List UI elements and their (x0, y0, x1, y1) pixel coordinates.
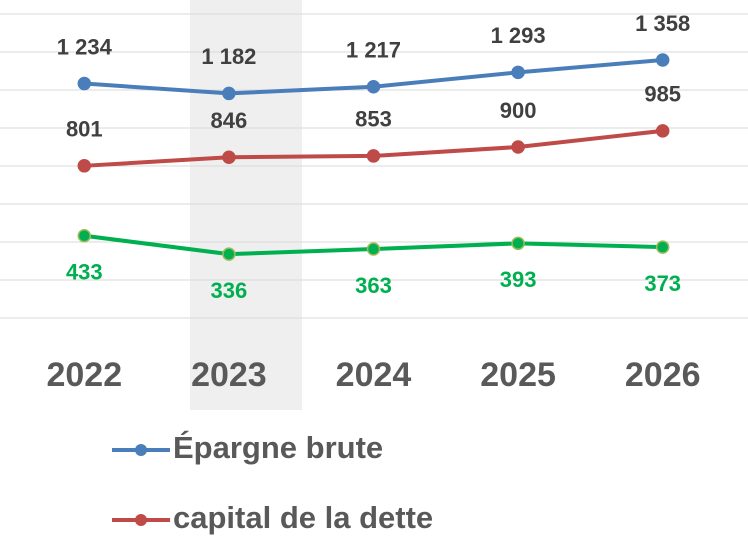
data-label: 363 (355, 273, 392, 298)
point (77, 76, 92, 91)
point (77, 228, 92, 243)
data-label: 1 234 (57, 34, 113, 59)
point (366, 242, 381, 256)
x-tick-label: 2022 (46, 356, 122, 394)
data-label: 853 (355, 107, 392, 132)
data-label: 1 293 (491, 23, 546, 48)
point (366, 80, 381, 94)
x-tick-label: 2024 (336, 356, 412, 394)
data-label: 373 (644, 271, 681, 296)
point (511, 65, 525, 80)
point (222, 247, 236, 261)
point (655, 240, 670, 254)
x-tick-label: 2026 (625, 356, 701, 394)
data-label: 393 (500, 267, 537, 292)
point (655, 53, 670, 67)
data-label: 985 (644, 82, 681, 107)
legend-marker (135, 444, 147, 456)
point (511, 236, 525, 251)
legend-label: capital de la dette (173, 500, 433, 535)
x-tick-label: 2025 (480, 356, 556, 394)
point (366, 149, 381, 163)
legend-marker (135, 514, 147, 526)
data-label: 1 358 (635, 11, 690, 36)
data-label: 336 (211, 278, 248, 303)
x-tick-label: 2023 (191, 356, 267, 394)
data-label: 433 (66, 260, 103, 285)
data-label: 846 (211, 108, 248, 133)
data-label: 1 217 (346, 38, 401, 63)
point (77, 159, 92, 173)
highlight-band (190, 0, 302, 410)
data-label: 900 (500, 98, 537, 123)
point (511, 140, 525, 154)
point (222, 150, 236, 165)
data-label: 1 182 (201, 44, 256, 69)
point (222, 86, 236, 101)
legend-label: Épargne brute (173, 430, 383, 465)
data-label: 801 (66, 117, 103, 142)
point (655, 124, 670, 138)
